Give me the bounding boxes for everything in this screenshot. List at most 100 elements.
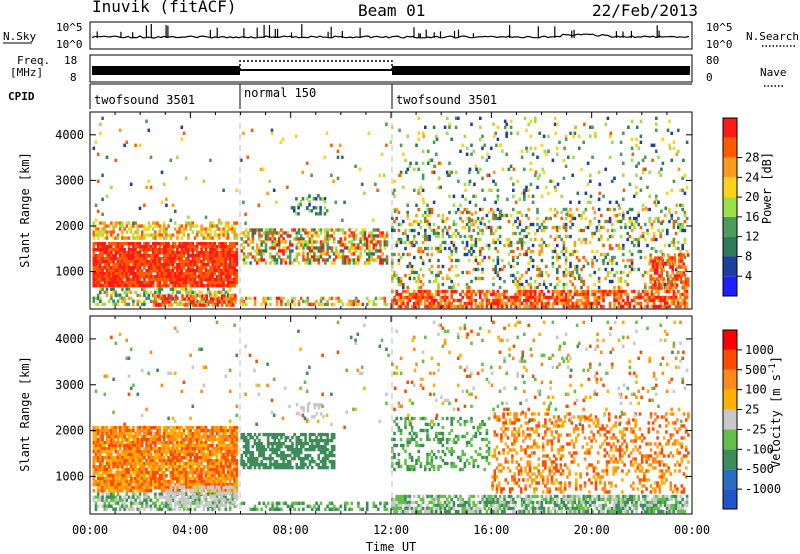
- heatmap-cell: [134, 432, 137, 436]
- heatmap-cell: [534, 237, 537, 242]
- heatmap-cell: [523, 167, 526, 171]
- heatmap-cell: [540, 289, 544, 294]
- heatmap-cell: [123, 450, 126, 454]
- heatmap-cell: [107, 275, 111, 279]
- heatmap-cell: [171, 281, 175, 285]
- heatmap-cell: [165, 483, 168, 487]
- heatmap-cell: [269, 261, 272, 265]
- heatmap-cell: [94, 444, 98, 448]
- heatmap-cell: [213, 269, 217, 273]
- heatmap-cell: [661, 298, 665, 303]
- heatmap-cell: [92, 432, 96, 436]
- heatmap-cell: [145, 468, 148, 472]
- heatmap-cell: [417, 273, 420, 278]
- heatmap-cell: [556, 298, 559, 303]
- heatmap-cell: [481, 188, 484, 192]
- heatmap-cell: [229, 300, 233, 304]
- heatmap-cell: [140, 462, 144, 466]
- heatmap-cell: [123, 251, 126, 255]
- heatmap-cell: [191, 254, 195, 258]
- heatmap-cell: [652, 246, 656, 251]
- heatmap-cell: [127, 263, 131, 267]
- heatmap-cell: [673, 253, 677, 257]
- heatmap-cell: [189, 269, 192, 273]
- heatmap-cell: [520, 228, 524, 233]
- heatmap-cell: [452, 231, 456, 236]
- heatmap-cell: [158, 269, 162, 273]
- heatmap-cell: [465, 270, 469, 275]
- heatmap-cell: [101, 257, 104, 261]
- heatmap-cell: [685, 249, 689, 254]
- heatmap-cell: [145, 471, 148, 475]
- heatmap-cell: [167, 269, 170, 273]
- heatmap-cell: [668, 119, 671, 123]
- heatmap-cell: [173, 284, 177, 288]
- heatmap-cell: [402, 240, 405, 245]
- heatmap-cell: [94, 272, 98, 276]
- heatmap-cell: [193, 275, 197, 279]
- heatmap-cell: [397, 298, 401, 303]
- freq-label-line1: Freq.: [17, 54, 50, 67]
- heatmap-cell: [397, 228, 401, 233]
- heatmap-cell: [536, 295, 539, 300]
- heatmap-cell: [171, 245, 175, 249]
- heatmap-cell: [496, 270, 500, 275]
- heatmap-cell: [226, 281, 230, 285]
- heatmap-cell: [215, 251, 219, 255]
- heatmap-cell: [198, 257, 201, 261]
- heatmap-cell: [514, 200, 518, 204]
- heatmap-cell: [313, 228, 316, 232]
- heatmap-cell: [161, 300, 165, 304]
- heatmap-cell: [426, 304, 429, 309]
- heatmap-cell: [474, 164, 478, 168]
- heatmap-cell: [258, 231, 261, 235]
- heatmap-cell: [635, 143, 638, 147]
- heatmap-cell: [195, 242, 199, 246]
- heatmap-cell: [171, 269, 175, 273]
- heatmap-cell: [167, 438, 170, 442]
- heatmap-cell: [540, 270, 544, 275]
- heatmap-cell: [671, 277, 674, 281]
- heatmap-cell: [597, 276, 601, 281]
- heatmap-cell: [121, 242, 124, 246]
- heatmap-cell: [180, 230, 184, 234]
- heatmap-cell: [178, 230, 181, 234]
- heatmap-cell: [573, 292, 577, 297]
- heatmap-cell: [107, 480, 111, 484]
- heatmap-cell: [622, 252, 625, 257]
- heatmap-cell: [622, 213, 625, 218]
- heatmap-cell: [105, 155, 109, 159]
- heatmap-cell: [410, 292, 414, 297]
- heatmap-cell: [147, 447, 151, 451]
- heatmap-cell: [209, 260, 212, 264]
- heatmap-cell: [673, 274, 677, 278]
- heatmap-cell: [660, 286, 663, 290]
- heatmap-cell: [516, 285, 519, 290]
- heatmap-cell: [231, 266, 234, 270]
- heatmap-cell: [151, 465, 155, 469]
- heatmap-cell: [107, 441, 111, 445]
- heatmap-cell: [96, 296, 100, 300]
- heatmap-cell: [173, 474, 177, 478]
- heatmap-cell: [562, 225, 566, 230]
- heatmap-cell: [140, 224, 144, 228]
- heatmap-cell: [260, 255, 263, 259]
- heatmap-cell: [679, 295, 682, 300]
- heatmap-cell: [468, 298, 471, 303]
- heatmap-cell: [608, 216, 612, 221]
- heatmap-cell: [341, 243, 345, 247]
- heatmap-cell: [169, 287, 173, 291]
- heatmap-cell: [176, 236, 179, 240]
- heatmap-cell: [472, 228, 475, 233]
- heatmap-cell: [118, 480, 122, 484]
- heatmap-cell: [542, 301, 546, 306]
- heatmap-cell: [138, 465, 142, 469]
- heatmap-cell: [424, 231, 427, 236]
- heatmap-cell: [337, 296, 340, 301]
- heatmap-cell: [121, 483, 124, 487]
- heatmap-cell: [461, 289, 464, 294]
- heatmap-cell: [310, 209, 314, 213]
- heatmap-cell: [589, 304, 592, 309]
- heatmap-cell: [220, 263, 223, 267]
- heatmap-cell: [657, 216, 660, 221]
